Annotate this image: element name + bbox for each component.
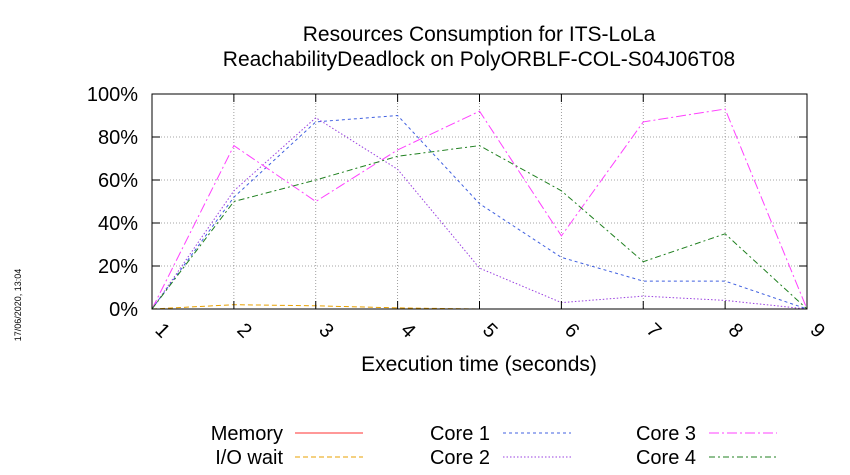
series-line-core-3 bbox=[151, 108, 808, 310]
legend-label: Core 1 bbox=[430, 423, 490, 445]
legend-label: Core 2 bbox=[430, 447, 490, 469]
x-tick-label: 4 bbox=[396, 319, 419, 342]
legend-item: Core 4 bbox=[636, 447, 777, 469]
legend-label: Core 3 bbox=[636, 423, 696, 445]
legend-label: Core 4 bbox=[636, 447, 696, 469]
x-tick-label: 6 bbox=[560, 319, 583, 342]
y-tick-label: 0% bbox=[109, 299, 138, 321]
y-tick-label: 20% bbox=[98, 256, 138, 278]
x-tick-label: 9 bbox=[806, 319, 829, 342]
timestamp: 17/06/2020, 13:04 bbox=[13, 269, 23, 342]
x-tick-label: 5 bbox=[478, 319, 501, 342]
series-line-core-1 bbox=[151, 114, 808, 310]
x-tick-label: 1 bbox=[151, 319, 174, 342]
legend-item: Core 3 bbox=[636, 423, 777, 445]
x-tick-label: 2 bbox=[232, 319, 255, 342]
chart-subtitle: ReachabilityDeadlock on PolyORBLF-COL-S0… bbox=[223, 48, 735, 71]
x-tick-label: 7 bbox=[642, 319, 665, 342]
y-axis-ticks: 0% 20% 40% 60% 80% 100% bbox=[87, 84, 807, 321]
y-tick-label: 60% bbox=[98, 170, 138, 192]
chart-title: Resources Consumption for ITS-LoLa bbox=[303, 23, 656, 46]
legend-label: Memory bbox=[211, 423, 283, 445]
y-tick-label: 100% bbox=[87, 84, 138, 106]
y-tick-label: 40% bbox=[98, 213, 138, 235]
grid bbox=[152, 94, 807, 309]
legend-label: I/O wait bbox=[215, 447, 283, 469]
legend-item: Core 1 bbox=[430, 423, 571, 445]
legend-item: Core 2 bbox=[430, 447, 571, 469]
x-tick-label: 8 bbox=[724, 319, 747, 342]
x-tick-label: 3 bbox=[314, 319, 337, 342]
plot-frame bbox=[151, 93, 808, 310]
x-axis-label: Execution time (seconds) bbox=[361, 353, 597, 376]
y-tick-label: 80% bbox=[98, 127, 138, 149]
legend-item: Memory bbox=[211, 423, 363, 445]
legend-item: I/O wait bbox=[215, 447, 363, 469]
series-line-core-4 bbox=[151, 145, 808, 310]
series-line-core-2 bbox=[151, 117, 808, 310]
